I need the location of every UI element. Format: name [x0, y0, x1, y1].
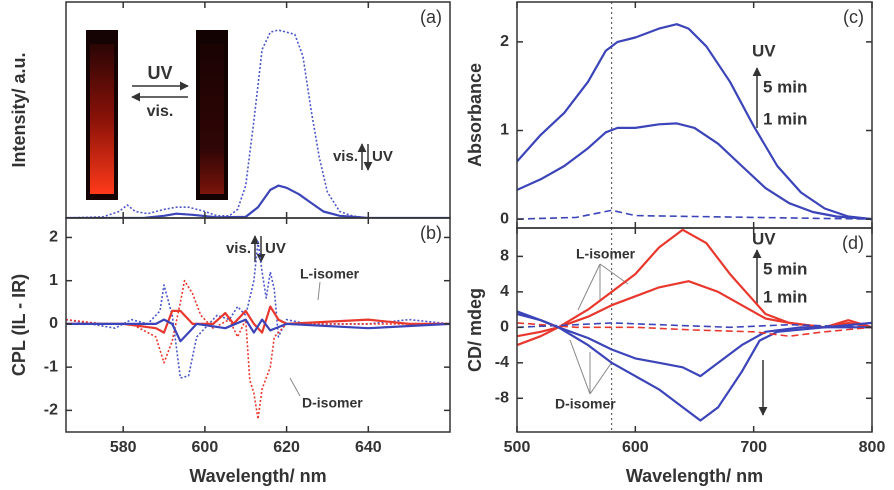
data-line — [517, 322, 872, 329]
pointer — [589, 361, 613, 395]
panel: 580 600 620 640 -2 -1 0 1 2 (b) CPL (IL - IR) Wavel… — [9, 217, 451, 486]
y-tick-label: -4 — [495, 354, 509, 371]
data-line — [66, 241, 450, 379]
panel-label: (d) — [842, 233, 864, 253]
data-line — [66, 305, 450, 334]
pointer — [569, 339, 591, 395]
data-line — [517, 310, 872, 378]
y-axis-label: CD/ mdeg — [465, 288, 485, 372]
pointer — [317, 281, 321, 301]
data-line — [66, 29, 450, 218]
y-tick-label: 0 — [500, 319, 509, 336]
plot-area — [66, 29, 450, 218]
annotation: 5 min — [763, 259, 807, 278]
cuvette-bright-glow — [90, 44, 114, 194]
x-tick-label: 600 — [192, 439, 219, 456]
x-tick-label: 620 — [273, 439, 300, 456]
annotation: vis. — [147, 103, 174, 120]
inset-photos — [86, 30, 228, 200]
y-tick-label: -2 — [44, 402, 58, 419]
y-tick-label: 4 — [500, 283, 509, 300]
y-tick-label: 2 — [500, 33, 509, 50]
annotation: vis. — [226, 240, 251, 257]
x-tick-label: 700 — [740, 439, 767, 456]
annotation: D-isomer — [555, 396, 616, 412]
y-tick-label: 0 — [49, 315, 58, 332]
panel-label: (a) — [420, 7, 442, 27]
y-tick-label: 8 — [500, 248, 509, 265]
plot-area — [66, 241, 450, 420]
data-line — [66, 184, 450, 218]
y-tick-label: 2 — [49, 229, 58, 246]
x-axis-label: Wavelength/ nm — [626, 466, 763, 486]
data-line — [517, 23, 872, 221]
x-tick-label: 500 — [504, 439, 531, 456]
annotation: D-isomer — [302, 395, 363, 411]
annotation: vis. — [333, 148, 358, 165]
panel: (a) Intensity/ a.u. UV vis. vis. UV — [9, 1, 451, 219]
y-axis-label: Intensity/ a.u. — [9, 52, 29, 167]
data-line — [517, 322, 872, 337]
panel: 500 600 700 800 -8 -4 0 4 8 (d) CD/ mdeg Wavelength… — [465, 227, 886, 486]
data-line — [66, 279, 450, 420]
pointer — [289, 377, 301, 397]
plot-area — [517, 2, 872, 228]
y-axis-label: Absorbance — [465, 63, 485, 167]
plot-area — [517, 228, 872, 432]
annotation: L-isomer — [300, 266, 360, 282]
data-line — [517, 280, 872, 347]
annotation: UV — [147, 63, 172, 83]
annotation: UV — [752, 229, 776, 248]
pointer — [599, 263, 629, 285]
cuvette-dark-glow — [200, 44, 224, 194]
y-tick-label: -1 — [44, 358, 58, 375]
y-axis-label: CPL (IL - IR) — [9, 274, 29, 376]
annotation: L-isomer — [576, 246, 636, 262]
panel-label: (c) — [843, 7, 864, 27]
y-tick-label: 1 — [500, 122, 509, 139]
x-tick-label: 580 — [110, 439, 137, 456]
x-axis-label: Wavelength/ nm — [189, 466, 326, 486]
annotation: UV — [752, 41, 776, 60]
annotation: UV — [265, 240, 286, 257]
pointer — [577, 263, 601, 311]
annotation-arrows — [250, 67, 768, 416]
y-tick-label: 1 — [49, 272, 58, 289]
x-tick-label: 600 — [622, 439, 649, 456]
annotation: 1 min — [763, 109, 807, 128]
annotation: UV — [372, 148, 393, 165]
axes-frame — [65, 1, 451, 219]
x-tick-label: 800 — [859, 439, 886, 456]
data-line — [517, 209, 872, 220]
x-tick-label: 640 — [355, 439, 382, 456]
annotation: 1 min — [763, 287, 807, 306]
panel-label: (b) — [420, 223, 442, 243]
panel: 0 1 2 (c) Absorbance UV 5 min 1 min — [465, 1, 873, 229]
y-tick-label: -8 — [495, 390, 509, 407]
axes-frame — [516, 227, 873, 433]
y-tick-label: 0 — [500, 210, 509, 227]
data-line — [66, 318, 450, 343]
annotation: 5 min — [763, 77, 807, 96]
axes-frame — [65, 217, 451, 433]
data-line — [517, 122, 872, 221]
